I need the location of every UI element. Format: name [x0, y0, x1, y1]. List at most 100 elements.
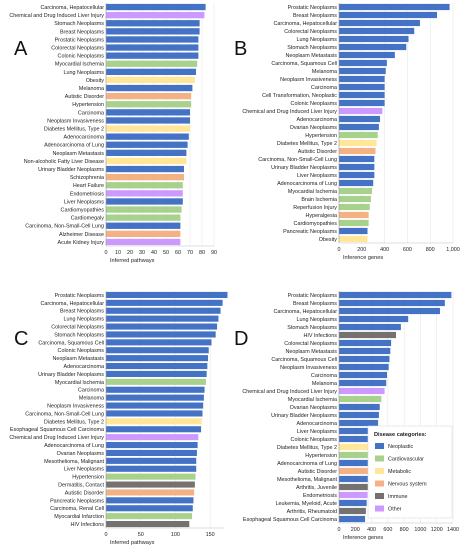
category-label: HIV Infections: [70, 522, 104, 528]
category-label: Carcinoma, Renal Cell: [50, 506, 104, 512]
bar-a-adenocarcinoma: [106, 133, 189, 140]
legend-label-other: Other: [388, 507, 402, 513]
bar-c-lung-neoplasms: [106, 315, 219, 322]
category-label: Reperfusion Injury: [293, 205, 337, 211]
category-label: Neoplasm Invasiveness: [47, 403, 104, 409]
tick-label: 150: [206, 532, 215, 538]
legend-swatch-neoplastic: [375, 443, 384, 449]
category-label: Carcinoma, Hepatocellular: [273, 21, 337, 27]
category-label: Obesity: [319, 237, 338, 243]
category-label: Myocardial Infarction: [54, 514, 104, 520]
tick-label: 50: [163, 250, 169, 256]
bar-a-urinary-bladder-neoplasms: [106, 165, 184, 173]
tick-label: 800: [400, 527, 409, 533]
bar-b-colorectal-neoplasms: [339, 27, 415, 35]
category-label: HIV Infections: [303, 333, 337, 339]
category-label: Carcinoma, Hepatocellular: [40, 301, 104, 307]
category-label: Hypertension: [305, 133, 337, 139]
bar-c-myocardial-ischemia: [106, 378, 206, 385]
category-label: Carcinoma, Non-Small-Cell Lung: [25, 411, 104, 417]
bar-b-liver-neoplasms: [339, 171, 375, 179]
category-label: Lung Neoplasms: [64, 70, 105, 76]
bar-c-hypertension: [106, 473, 196, 480]
category-label: Melanoma: [79, 86, 104, 92]
category-label: Diabetes Mellitus, Type 2: [277, 445, 337, 451]
bar-b-adenocarcinoma: [339, 115, 381, 123]
category-label: Colorectal Neoplasms: [284, 341, 337, 347]
bar-c-chemical-and-drug-induced-liver-injury: [106, 434, 199, 441]
category-label: Carcinoma, Squamous Cell: [38, 340, 104, 346]
category-label: Adenocarcinoma: [64, 364, 104, 370]
category-label: Adenocarcinoma of Lung: [277, 461, 337, 467]
category-label: Adenocarcinoma: [297, 421, 337, 427]
bar-d-carcinoma-hepatocellular: [339, 307, 440, 315]
bar-b-diabetes-mellitus-type-2: [339, 139, 377, 147]
bar-a-lung-neoplasms: [106, 68, 196, 75]
category-label: Breast Neoplasms: [293, 301, 337, 307]
bar-a-hypertension: [106, 101, 192, 108]
category-label: Obesity: [86, 78, 105, 84]
category-label: Colorectal Neoplasms: [51, 45, 104, 51]
bar-b-carcinoma-hepatocellular: [339, 19, 420, 27]
tick-label: 1200: [431, 527, 443, 533]
bar-a-chemical-and-drug-induced-liver-injury: [106, 12, 205, 19]
bar-c-carcinoma: [106, 386, 205, 393]
category-label: Prostatic Neoplasms: [288, 5, 338, 11]
bar-b-breast-neoplasms: [339, 11, 438, 19]
tick-label: 200: [351, 527, 360, 533]
bar-d-hypertension: [339, 451, 374, 459]
category-label: Carcinoma, Squamous Cell: [271, 61, 337, 67]
bar-c-breast-neoplasms: [106, 307, 221, 314]
tick-label: 10: [115, 250, 121, 256]
bar-a-neoplasm-invasiveness: [106, 117, 190, 124]
bar-c-hiv-infections: [106, 521, 190, 528]
panel-a: A Carcinoma, Hepatocellular Chemical and D…: [9, 3, 217, 264]
bar-c-urinary-bladder-neoplasms: [106, 370, 207, 377]
category-label: Melanoma: [312, 381, 337, 387]
category-label: Diabetes Mellitus, Type 2: [44, 126, 104, 132]
legend-swatch-metabolic: [375, 468, 384, 474]
category-label: Arthritis, Rheumatoid: [287, 509, 337, 515]
category-label: Adenocarcinoma: [64, 135, 104, 141]
tick-label: 50: [138, 532, 144, 538]
category-label: Ovarian Neoplasms: [290, 405, 338, 411]
category-label: Hypertension: [72, 102, 104, 108]
category-label: Neoplasm Invasiveness: [47, 118, 104, 124]
tick-label: 0: [105, 532, 108, 538]
tick-label: 70: [187, 250, 193, 256]
bar-d-adenocarcinoma-of-lung: [339, 459, 373, 467]
legend-label-metabolic: Metabolic: [388, 469, 411, 475]
bar-d-colorectal-neoplasms: [339, 339, 392, 347]
tick-label: 90: [211, 250, 217, 256]
tick-label: 1,000: [446, 247, 460, 253]
category-label: Colonic Neoplasms: [291, 101, 338, 107]
category-label: Alzheimer Disease: [59, 232, 104, 238]
bar-c-carcinoma-non-small-cell-lung: [106, 410, 203, 417]
bar-d-myocardial-ischemia: [339, 395, 382, 403]
bar-a-diabetes-mellitus-type-2: [106, 125, 190, 132]
tick-label: 400: [367, 527, 376, 533]
bar-b-cell-transformation-neoplastic: [339, 91, 385, 99]
bar-c-mesothelioma-malignant: [106, 457, 197, 464]
category-label: Adenocarcinoma: [297, 117, 337, 123]
category-label: Colorectal Neoplasms: [284, 29, 337, 35]
bar-b-hypertension: [339, 131, 378, 139]
bar-d-leukemia-myeloid-acute: [339, 499, 367, 507]
bar-a-colorectal-neoplasms: [106, 44, 199, 51]
category-label: Colonic Neoplasms: [58, 54, 105, 60]
bar-d-autistic-disorder: [339, 467, 372, 475]
bar-b-melanoma: [339, 67, 386, 75]
category-label: Neoplasm Invasiveness: [280, 365, 337, 371]
category-label: Esophageal Squamous Cell Carcinoma: [10, 427, 104, 433]
tick-label: 1000: [414, 527, 426, 533]
category-label: Stomach Neoplasms: [287, 45, 337, 51]
tick-label: 40: [151, 250, 157, 256]
bar-d-stomach-neoplasms: [339, 323, 401, 331]
bar-a-colonic-neoplasms: [106, 52, 199, 59]
bar-c-liver-neoplasms: [106, 465, 197, 472]
category-label: Heart Failure: [73, 183, 104, 189]
tick-label: 60: [175, 250, 181, 256]
bar-c-stomach-neoplasms: [106, 331, 216, 338]
bar-a-heart-failure: [106, 182, 183, 189]
